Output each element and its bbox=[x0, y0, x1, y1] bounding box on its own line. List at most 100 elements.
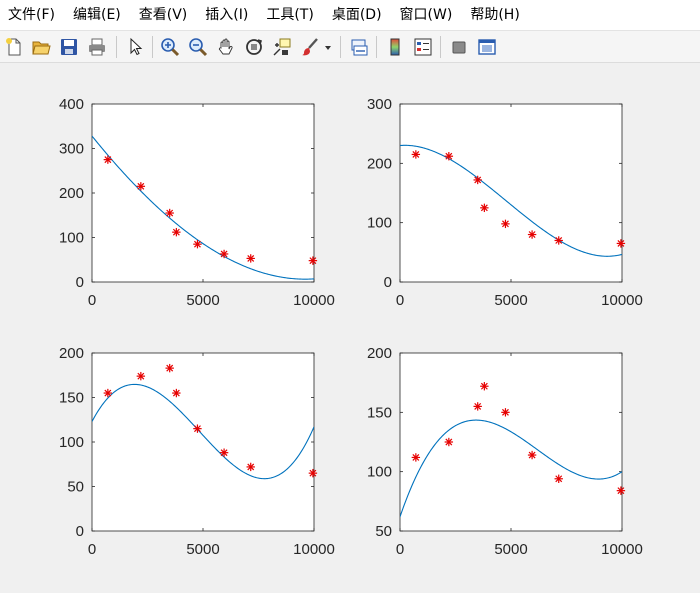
data-point bbox=[527, 450, 537, 460]
x-tick-label: 10000 bbox=[293, 292, 335, 309]
data-point bbox=[473, 402, 482, 411]
x-tick-label: 0 bbox=[88, 292, 96, 309]
subplot-4: 0 5000 10000 50 100 150 200 bbox=[367, 345, 643, 558]
brush-button[interactable] bbox=[298, 35, 322, 59]
zoom-in-icon bbox=[161, 38, 180, 57]
x-tick-label: 0 bbox=[396, 541, 404, 558]
menu-insert[interactable]: 插入(I) bbox=[205, 7, 249, 23]
y-tick-label: 300 bbox=[59, 141, 84, 158]
brush-dropdown-icon bbox=[325, 46, 331, 50]
pan-button[interactable] bbox=[214, 35, 238, 59]
data-point bbox=[136, 182, 146, 191]
y-tick-label: 200 bbox=[59, 185, 84, 202]
print-button[interactable] bbox=[85, 35, 109, 59]
subplot-1: 0 5000 10000 0 100 200 300 400 bbox=[59, 96, 335, 309]
zoom-out-icon bbox=[189, 38, 208, 57]
data-point bbox=[616, 486, 626, 495]
rotate-3d-button[interactable] bbox=[242, 35, 266, 59]
insert-colorbar-button[interactable] bbox=[383, 35, 407, 59]
y-tick-label: 100 bbox=[367, 215, 392, 232]
open-file-button[interactable] bbox=[29, 35, 53, 59]
x-tick-label: 10000 bbox=[601, 541, 643, 558]
menu-bar: 文件(F) 编辑(E) 查看(V) 插入(I) 工具(T) 桌面(D) 窗口(W… bbox=[0, 0, 700, 30]
data-point bbox=[308, 468, 318, 478]
y-tick-label: 200 bbox=[367, 345, 392, 362]
data-point bbox=[444, 152, 454, 161]
data-cursor-button[interactable] bbox=[270, 35, 294, 59]
data-point bbox=[444, 437, 454, 447]
save-icon bbox=[61, 39, 77, 55]
data-point bbox=[554, 236, 563, 245]
menu-view[interactable]: 查看(V) bbox=[138, 7, 188, 23]
insert-legend-button[interactable] bbox=[411, 35, 435, 59]
data-point bbox=[554, 474, 563, 483]
data-point bbox=[616, 239, 626, 248]
new-figure-icon bbox=[6, 38, 21, 56]
zoom-out-button[interactable] bbox=[186, 35, 210, 59]
x-tick-label: 5000 bbox=[186, 541, 219, 558]
menu-help[interactable]: 帮助(H) bbox=[470, 7, 520, 23]
menu-edit[interactable]: 编辑(E) bbox=[72, 7, 121, 23]
y-tick-label: 300 bbox=[367, 96, 392, 113]
rotate-3d-icon bbox=[246, 39, 263, 55]
data-point bbox=[480, 203, 489, 213]
data-point bbox=[165, 363, 174, 373]
y-tick-label: 0 bbox=[384, 274, 392, 291]
y-tick-label: 200 bbox=[367, 155, 392, 172]
save-button[interactable] bbox=[57, 35, 81, 59]
menu-desktop[interactable]: 桌面(D) bbox=[331, 7, 382, 23]
data-point bbox=[411, 150, 421, 159]
x-tick-label: 5000 bbox=[494, 292, 527, 309]
show-plot-tools-button[interactable] bbox=[475, 35, 499, 59]
data-point bbox=[308, 256, 318, 265]
y-tick-label: 100 bbox=[59, 434, 84, 451]
print-icon bbox=[89, 38, 105, 56]
open-file-icon bbox=[32, 41, 51, 55]
hide-plot-tools-button[interactable] bbox=[447, 35, 471, 59]
menu-tools[interactable]: 工具(T) bbox=[266, 7, 314, 23]
zoom-in-button[interactable] bbox=[158, 35, 182, 59]
menu-window[interactable]: 窗口(W) bbox=[399, 7, 453, 23]
fit-curve bbox=[92, 135, 314, 280]
x-tick-label: 5000 bbox=[494, 541, 527, 558]
fit-curve bbox=[92, 383, 314, 480]
figure-area: 0 5000 10000 0 100 200 300 400 0 5000 10000 0 100 200… bbox=[0, 63, 700, 589]
brush-dropdown[interactable] bbox=[322, 35, 334, 59]
colorbar-icon bbox=[390, 38, 400, 56]
x-tick-label: 0 bbox=[88, 541, 96, 558]
axes-box bbox=[91, 352, 315, 532]
y-tick-label: 0 bbox=[76, 523, 84, 540]
axes-box bbox=[91, 103, 315, 283]
x-tick-label: 10000 bbox=[601, 292, 643, 309]
subplot-2: 0 5000 10000 0 100 200 300 bbox=[367, 96, 643, 309]
pan-icon bbox=[218, 38, 233, 55]
data-point bbox=[219, 249, 229, 259]
data-point bbox=[193, 424, 202, 433]
y-tick-label: 400 bbox=[59, 96, 84, 113]
y-tick-label: 150 bbox=[367, 404, 392, 421]
y-tick-label: 100 bbox=[59, 230, 84, 247]
fit-curve bbox=[400, 144, 622, 257]
hide-plot-tools-icon bbox=[452, 41, 466, 54]
edit-plot-button[interactable] bbox=[123, 35, 147, 59]
y-tick-label: 100 bbox=[367, 464, 392, 481]
link-plot-button[interactable] bbox=[347, 35, 371, 59]
y-tick-label: 150 bbox=[59, 390, 84, 407]
data-point bbox=[103, 155, 113, 164]
data-point bbox=[411, 453, 421, 462]
fit-curve bbox=[400, 419, 622, 517]
show-plot-tools-icon bbox=[478, 39, 496, 55]
legend-icon bbox=[414, 38, 432, 56]
menu-file[interactable]: 文件(F) bbox=[8, 7, 55, 23]
y-tick-label: 50 bbox=[67, 479, 84, 496]
data-point bbox=[103, 388, 113, 398]
x-tick-label: 5000 bbox=[186, 292, 219, 309]
data-point bbox=[165, 208, 174, 218]
data-point bbox=[480, 382, 489, 391]
subplot-3: 0 5000 10000 0 50 100 150 200 bbox=[59, 345, 335, 558]
link-plot-icon bbox=[351, 39, 368, 56]
new-figure-button[interactable] bbox=[2, 35, 26, 59]
data-point bbox=[219, 448, 229, 457]
y-tick-label: 0 bbox=[76, 274, 84, 291]
